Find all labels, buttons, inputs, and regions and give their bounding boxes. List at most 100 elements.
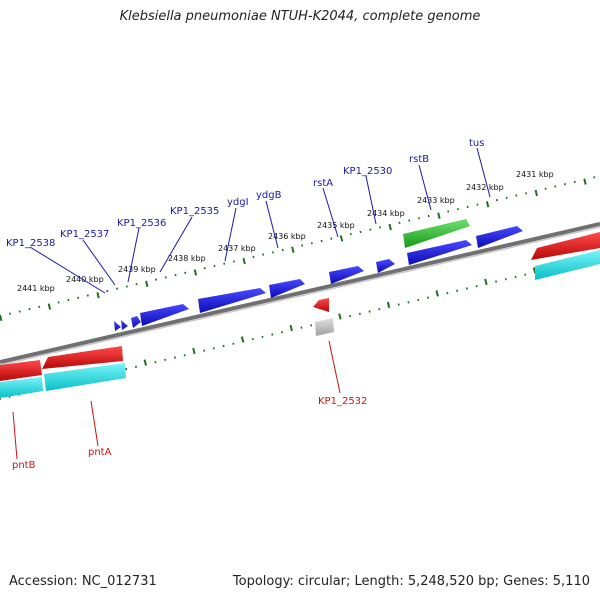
scale-tick — [407, 301, 410, 304]
scale-tick — [359, 230, 362, 234]
scale-tick — [212, 347, 215, 350]
scale-tick — [485, 201, 490, 208]
scale-tick — [135, 282, 138, 286]
gene-label-KP1_2537: KP1_2537 — [60, 229, 109, 240]
scale-tick — [57, 301, 60, 304]
scale-tick — [47, 303, 52, 310]
scale-tick — [184, 271, 187, 274]
scale-tick — [86, 294, 89, 297]
scale-tick — [203, 349, 206, 352]
scale-tick — [155, 278, 158, 281]
scale-tick — [368, 310, 371, 313]
gene-label-KP1_2538: KP1_2538 — [6, 238, 55, 249]
scale-tick — [514, 275, 517, 279]
scale-tick — [505, 196, 508, 199]
scale-tick — [125, 367, 128, 371]
gene-arrow — [476, 226, 523, 248]
gene-label-pntB: pntB — [12, 460, 36, 471]
scale-tick — [564, 183, 567, 186]
gene-label-KP1_2532: KP1_2532 — [318, 396, 367, 407]
scale-tick — [193, 269, 198, 276]
scale-tick — [8, 312, 11, 315]
scale-tick — [192, 347, 196, 355]
kbp-label-2440: 2440 kbp — [66, 275, 104, 284]
top-scale-ruler — [0, 176, 596, 322]
gene-label-pntA: pntA — [88, 447, 112, 458]
scale-tick — [437, 212, 441, 219]
topology-text: Topology: circular; Length: 5,248,520 bp… — [232, 574, 590, 589]
gene-arrow — [131, 316, 141, 328]
scale-tick — [106, 289, 109, 293]
kbp-labels: 2431 kbp 2432 kbp 2433 kbp 2434 kbp 2435… — [17, 170, 554, 293]
scale-tick — [310, 324, 313, 327]
gene-label-rstB: rstB — [409, 154, 429, 165]
scale-tick — [28, 307, 31, 311]
forward-genes — [114, 226, 523, 331]
scale-tick — [484, 278, 488, 286]
scale-tick — [408, 219, 411, 222]
scale-tick — [125, 285, 128, 288]
scale-tick — [388, 223, 392, 231]
gene-label-tus: tus — [469, 138, 484, 149]
gene-arrow — [140, 304, 189, 326]
scale-tick — [271, 333, 274, 336]
scale-tick — [456, 289, 459, 292]
scale-tick — [281, 248, 284, 252]
scale-tick — [252, 255, 255, 259]
reverse-genes — [0, 232, 600, 398]
gene-arrow-red — [313, 298, 329, 312]
kbp-label-2435: 2435 kbp — [317, 221, 355, 230]
gene-arrow-cyan — [44, 363, 126, 391]
gene-arrow-gray — [315, 318, 334, 336]
scale-tick — [583, 178, 587, 185]
gene-label-ydgB: ydgB — [256, 190, 282, 201]
gene-labels: tus rstB KP1_2530 rstA ydgB ydgI KP1_253… — [6, 138, 484, 471]
gene-arrow — [407, 240, 472, 265]
scale-tick — [435, 290, 439, 297]
genome-title: Klebsiella pneumoniae NTUH-K2044, comple… — [119, 9, 481, 24]
kbp-label-2436: 2436 kbp — [268, 232, 306, 241]
scale-tick — [232, 260, 235, 263]
scale-tick — [495, 280, 498, 283]
accession-text: Accession: NC_012731 — [9, 574, 157, 589]
kbp-label-2433: 2433 kbp — [417, 196, 455, 205]
gene-arrow — [269, 279, 305, 298]
kbp-label-2438: 2438 kbp — [168, 254, 206, 263]
scale-tick — [262, 253, 265, 256]
gene-label-KP1_2536: KP1_2536 — [117, 218, 166, 229]
scale-tick — [426, 296, 429, 299]
kbp-label-2432: 2432 kbp — [466, 183, 504, 192]
gene-arrow-red — [42, 346, 123, 369]
gene-arrow — [198, 288, 266, 313]
gene-arrow — [114, 321, 121, 331]
scale-tick — [289, 324, 293, 332]
gene-arrow — [121, 320, 128, 330]
scale-tick — [300, 326, 303, 329]
scale-tick — [532, 267, 537, 274]
kbp-label-2434: 2434 kbp — [367, 209, 405, 218]
kbp-label-2431: 2431 kbp — [516, 170, 554, 179]
gene-label-ydgI: ydgI — [227, 197, 249, 208]
scale-tick — [242, 257, 246, 265]
kbp-label-2441: 2441 kbp — [17, 284, 55, 293]
scale-tick — [310, 242, 313, 245]
scale-tick — [593, 176, 596, 179]
scale-tick — [456, 207, 459, 211]
genome-backbone — [0, 222, 600, 364]
scale-tick — [173, 356, 176, 359]
scale-tick — [386, 301, 391, 309]
gene-arrow-cyan — [0, 377, 43, 398]
scale-tick — [77, 296, 80, 299]
scale-tick — [183, 354, 186, 357]
scale-tick — [291, 246, 295, 253]
gene-arrow-cyan — [535, 250, 600, 280]
scale-tick — [280, 331, 283, 334]
gene-arrow-green — [403, 219, 470, 248]
kbp-label-2437: 2437 kbp — [218, 244, 256, 253]
gene-label-KP1_2530: KP1_2530 — [343, 166, 392, 177]
gene-arrow — [376, 259, 395, 273]
kbp-label-2439: 2439 kbp — [118, 265, 156, 274]
scale-tick — [397, 303, 400, 306]
scale-tick — [466, 205, 469, 209]
